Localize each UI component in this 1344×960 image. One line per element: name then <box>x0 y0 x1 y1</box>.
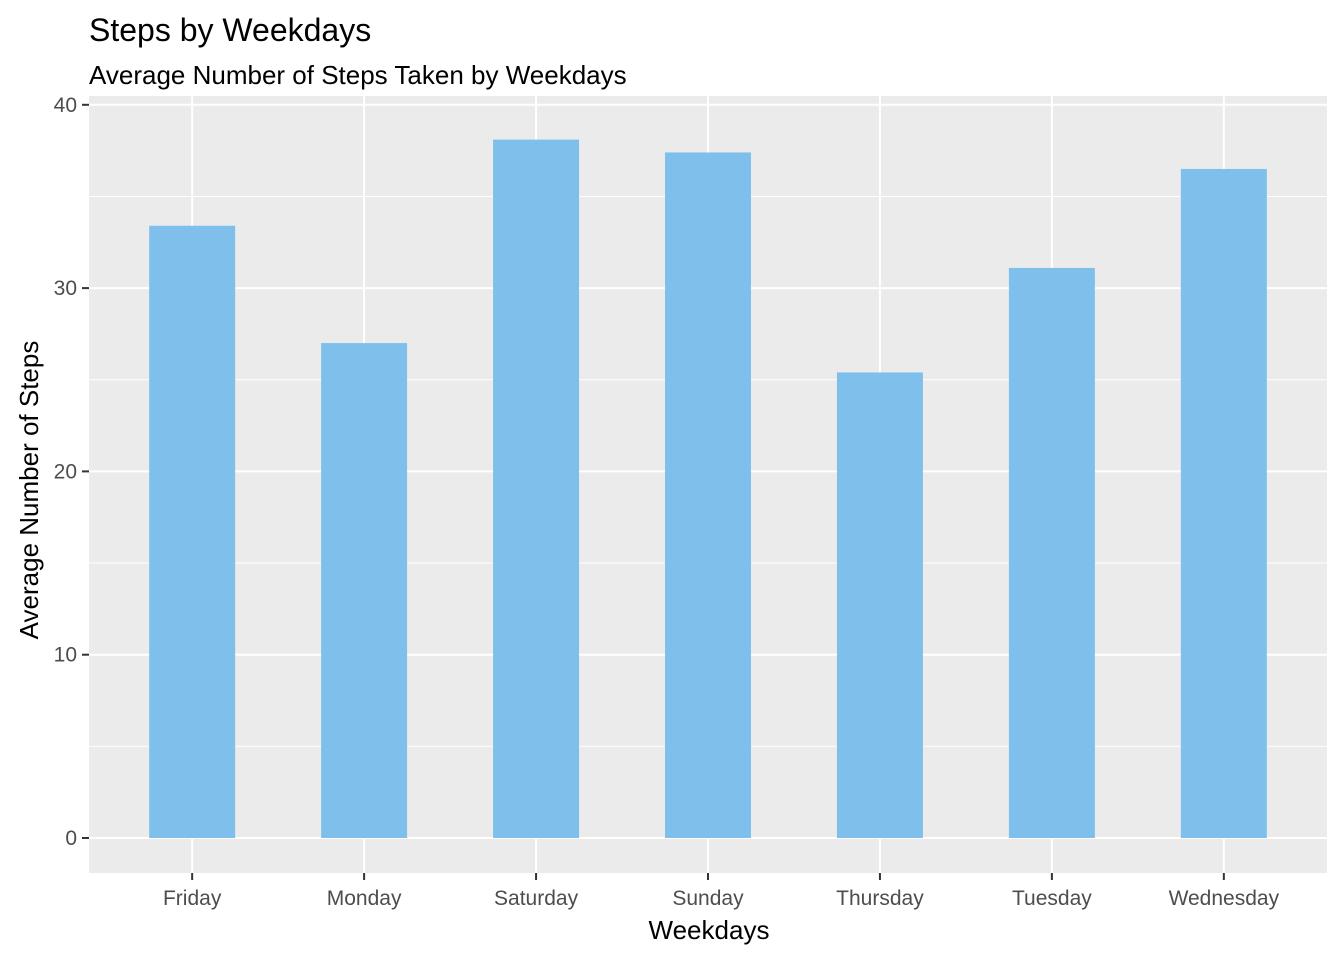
y-tick-label: 0 <box>65 827 77 850</box>
bar-tuesday <box>1008 267 1095 838</box>
x-axis: Friday Monday Saturday Sunday Thursday Tuesda… <box>163 873 1280 910</box>
y-axis: 0 10 20 30 40 <box>54 94 89 850</box>
x-tick-label: Wednesday <box>1169 887 1280 910</box>
x-tick-label: Saturday <box>494 887 579 910</box>
bar-sunday <box>665 152 751 838</box>
x-tick-label: Friday <box>163 887 222 910</box>
y-tick-label: 20 <box>54 460 77 483</box>
bar-monday <box>321 343 408 838</box>
y-tick-label: 40 <box>54 94 77 117</box>
bars <box>149 139 1267 838</box>
chart-subtitle: Average Number of Steps Taken by Weekday… <box>89 60 627 90</box>
bar-wednesday <box>1180 168 1267 838</box>
x-tick-label: Tuesday <box>1012 887 1092 910</box>
chart-title: Steps by Weekdays <box>89 12 371 48</box>
bar-friday <box>149 225 236 838</box>
x-axis-title: Weekdays <box>649 915 770 945</box>
y-tick-label: 10 <box>54 644 77 667</box>
y-axis-title: Average Number of Steps <box>14 341 44 640</box>
x-tick-label: Sunday <box>672 887 744 910</box>
bar-thursday <box>836 372 923 838</box>
bar-saturday <box>493 139 580 838</box>
x-tick-label: Thursday <box>836 887 924 910</box>
x-tick-label: Monday <box>327 887 402 910</box>
y-tick-label: 30 <box>54 277 77 300</box>
